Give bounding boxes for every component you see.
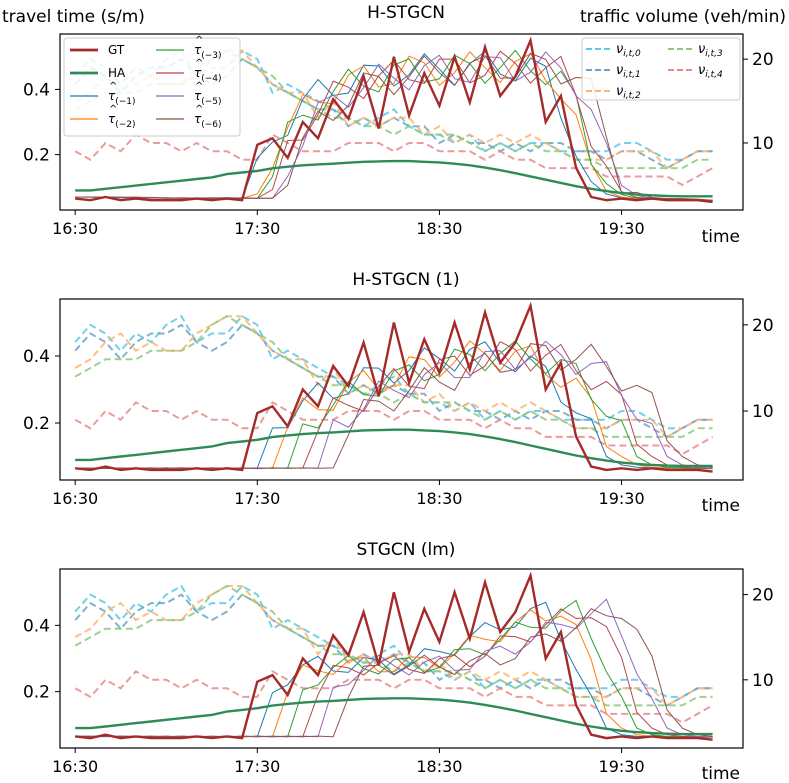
plot-frame xyxy=(59,568,744,749)
volume-series-2 xyxy=(74,315,713,439)
hat-accent: ^ xyxy=(195,81,203,92)
volume-series-0 xyxy=(74,49,713,161)
legend-label-p4: τ(−4) xyxy=(194,66,222,84)
legend-label-HA: HA xyxy=(108,66,126,80)
legend-label-p6: τ(−6) xyxy=(194,112,222,130)
hat-accent: ^ xyxy=(109,104,117,115)
legend-label-v4: νi,t,4 xyxy=(698,63,723,80)
legend-label-p1: τ(−1) xyxy=(108,89,136,107)
volume-series-2 xyxy=(74,49,713,170)
x-tick-label: 16:30 xyxy=(52,219,98,238)
x-tick-label: 17:30 xyxy=(234,757,280,776)
x-axis-label: time xyxy=(702,764,740,783)
legend-label-GT: GT xyxy=(108,43,125,57)
panel-stgcn-lm: STGCN (lm) time 16:30 17:30 18:30 19:30 0.2 0… xyxy=(23,540,774,783)
x-tick-label: 19:30 xyxy=(599,757,645,776)
ha-series xyxy=(75,697,713,736)
legend-label-v2: νi,t,2 xyxy=(616,84,641,101)
x-tick-label: 18:30 xyxy=(416,489,462,508)
prediction-series-4 xyxy=(75,608,713,738)
x-axis-label: time xyxy=(702,227,740,247)
legend-traffic-volume: νi,t,0 νi,t,1 νi,t,2 νi,t,3 νi,t,4 xyxy=(581,37,741,101)
y-tick-label-right: 10 xyxy=(752,134,774,154)
legend-label-p3: τ(−3) xyxy=(194,43,222,61)
x-tick-label: 18:30 xyxy=(416,757,462,776)
x-tick-label: 16:30 xyxy=(52,757,98,776)
prediction-series-4 xyxy=(75,341,713,470)
gt-series xyxy=(75,571,713,741)
volume-series-3 xyxy=(74,315,713,438)
prediction-series-6 xyxy=(75,343,713,470)
hat-accent: ^ xyxy=(109,81,117,92)
y-tick-label-left: 0.2 xyxy=(23,683,50,703)
legend-label-p2: τ(−2) xyxy=(108,112,136,130)
panel-title: STGCN (lm) xyxy=(357,540,456,560)
plot-frame xyxy=(59,298,744,481)
legend-box xyxy=(581,37,741,101)
left-axis-label: travel time (s/m) xyxy=(2,7,145,27)
prediction-series-2 xyxy=(75,609,713,738)
prediction-series-5 xyxy=(75,340,713,470)
ha-series xyxy=(75,428,713,468)
y-tick-label-left: 0.2 xyxy=(23,414,50,434)
y-tick-label-left: 0.4 xyxy=(23,616,50,636)
volume-series-0 xyxy=(74,314,713,430)
legend-label-v3: νi,t,3 xyxy=(698,42,723,59)
plot-area xyxy=(74,301,714,473)
panel-title: H-STGCN xyxy=(367,3,445,23)
y-tick-label-right: 10 xyxy=(752,402,774,422)
volume-series-4 xyxy=(74,401,714,456)
hat-accent: ^ xyxy=(195,58,203,69)
y-tick-label-left: 0.4 xyxy=(23,347,50,367)
volume-series-0 xyxy=(74,584,713,698)
volume-series-4 xyxy=(74,133,714,187)
legend-box xyxy=(63,37,241,137)
y-tick-label-right: 10 xyxy=(752,671,774,691)
prediction-series-5 xyxy=(75,598,713,738)
legend-label-p5: τ(−5) xyxy=(194,89,222,107)
x-tick-label: 19:30 xyxy=(599,219,645,238)
volume-series-4 xyxy=(74,669,714,724)
y-tick-label-left: 0.4 xyxy=(23,80,50,100)
right-axis-label: traffic volume (veh/min) xyxy=(580,7,786,27)
ha-series xyxy=(75,159,713,198)
prediction-series-1 xyxy=(75,601,713,738)
panel-title: H-STGCN (1) xyxy=(352,270,459,290)
x-tick-label: 16:30 xyxy=(52,489,98,508)
y-tick-label-right: 20 xyxy=(752,50,774,70)
prediction-series-2 xyxy=(75,340,713,470)
panel-h-stgcn-1: H-STGCN (1) time 16:30 17:30 18:30 19:30 0.2… xyxy=(23,270,774,516)
hat-accent: ^ xyxy=(195,104,203,115)
legend-label-v0: νi,t,0 xyxy=(616,42,641,59)
x-tick-label: 17:30 xyxy=(234,219,280,238)
prediction-series-1 xyxy=(75,341,713,470)
x-tick-label: 18:30 xyxy=(416,219,462,238)
gt-series xyxy=(75,36,713,204)
prediction-series-6 xyxy=(75,52,713,201)
prediction-series-3 xyxy=(75,340,713,470)
plot-frame xyxy=(59,33,744,211)
gt-series xyxy=(75,301,713,473)
y-tick-label-left: 0.2 xyxy=(23,146,50,166)
y-tick-label-right: 20 xyxy=(752,586,774,606)
hat-accent: ^ xyxy=(195,35,203,46)
plot-area xyxy=(74,571,714,741)
x-axis-label: time xyxy=(702,496,740,516)
x-tick-label: 19:30 xyxy=(599,489,645,508)
x-tick-label: 17:30 xyxy=(234,489,280,508)
y-tick-label-right: 20 xyxy=(752,316,774,336)
volume-series-2 xyxy=(74,585,713,707)
prediction-series-6 xyxy=(75,608,713,738)
legend-label-v1: νi,t,1 xyxy=(616,63,641,80)
